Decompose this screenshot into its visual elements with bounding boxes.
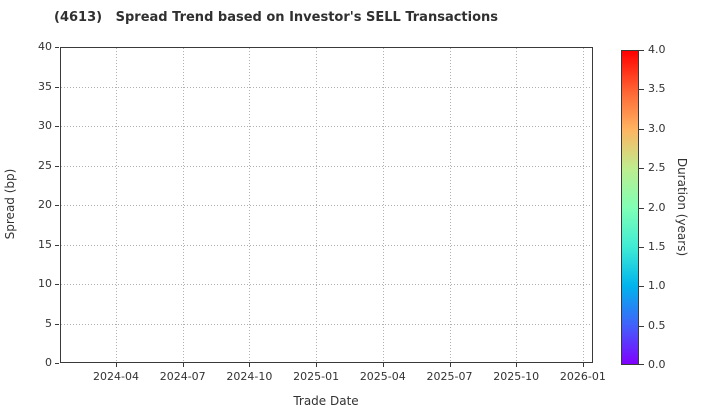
colorbar-tick-label: 2.5	[648, 161, 666, 175]
colorbar-tick-label: 3.0	[648, 121, 666, 135]
y-tick-mark	[55, 126, 59, 127]
x-axis-label: Trade Date	[293, 394, 359, 408]
y-tick-label: 10	[38, 277, 52, 290]
x-tick-mark	[316, 363, 318, 367]
colorbar-tick-mark	[639, 89, 644, 91]
x-tick-mark	[116, 363, 117, 367]
y-tick-mark	[55, 323, 59, 325]
y-gridline	[61, 165, 592, 167]
colorbar-tick-mark	[639, 128, 644, 130]
colorbar-tick-mark	[639, 207, 644, 209]
x-tick-label: 2025-07	[426, 370, 473, 383]
x-tick-mark	[449, 363, 451, 367]
x-tick-label: 2025-04	[359, 370, 406, 383]
colorbar-tick-mark	[639, 50, 644, 51]
x-tick-label: 2024-04	[93, 370, 139, 383]
plot-area	[60, 47, 593, 363]
y-tick-label: 30	[38, 119, 52, 132]
y-gridline	[61, 126, 592, 127]
y-tick-label: 35	[38, 79, 52, 93]
x-tick-mark	[249, 363, 251, 367]
colorbar-tick-mark	[639, 168, 644, 170]
colorbar-tick-label: 2.0	[648, 200, 666, 214]
y-tick-mark	[55, 47, 59, 48]
colorbar-tick-mark	[639, 246, 644, 248]
y-tick-mark	[55, 86, 59, 88]
colorbar-tick-mark	[639, 364, 644, 365]
colorbar-tick-label: 0.5	[648, 318, 666, 332]
colorbar-tick-label: 1.5	[648, 239, 666, 253]
x-tick-label: 2024-10	[226, 370, 273, 383]
chart-title: (4613) Spread Trend based on Investor's …	[54, 10, 499, 25]
x-tick-label: 2025-10	[493, 370, 540, 383]
x-tick-label: 2024-07	[159, 370, 206, 383]
y-tick-mark	[55, 363, 59, 364]
colorbar-tick-mark	[639, 325, 644, 327]
y-tick-mark	[55, 205, 59, 206]
colorbar-tick-label: 1.0	[648, 279, 666, 293]
x-tick-label: 2025-01	[293, 370, 340, 383]
colorbar-tick-label: 3.5	[648, 82, 666, 96]
y-tick-mark	[55, 165, 59, 167]
y-tick-label: 5	[45, 316, 52, 330]
y-tick-mark	[55, 284, 59, 285]
y-gridline	[61, 244, 592, 246]
y-gridline	[61, 86, 592, 88]
x-tick-label: 2026-01	[559, 370, 606, 383]
y-tick-mark	[55, 244, 59, 246]
x-tick-mark	[182, 363, 184, 367]
x-tick-mark	[582, 363, 584, 367]
y-tick-label: 25	[38, 158, 52, 172]
y-tick-label: 20	[38, 198, 52, 211]
colorbar-tick-label: 0.0	[648, 358, 666, 371]
y-gridline	[61, 323, 592, 325]
x-tick-mark	[382, 363, 384, 367]
y-tick-label: 40	[38, 40, 52, 53]
colorbar-tick-mark	[639, 286, 644, 288]
y-gridline	[61, 205, 592, 206]
y-tick-label: 0	[45, 356, 52, 369]
y-gridline	[61, 284, 592, 285]
x-tick-mark	[516, 363, 518, 367]
y-tick-label: 15	[38, 237, 52, 251]
colorbar-gradient	[621, 50, 639, 365]
colorbar-tick-label: 4.0	[648, 43, 666, 56]
